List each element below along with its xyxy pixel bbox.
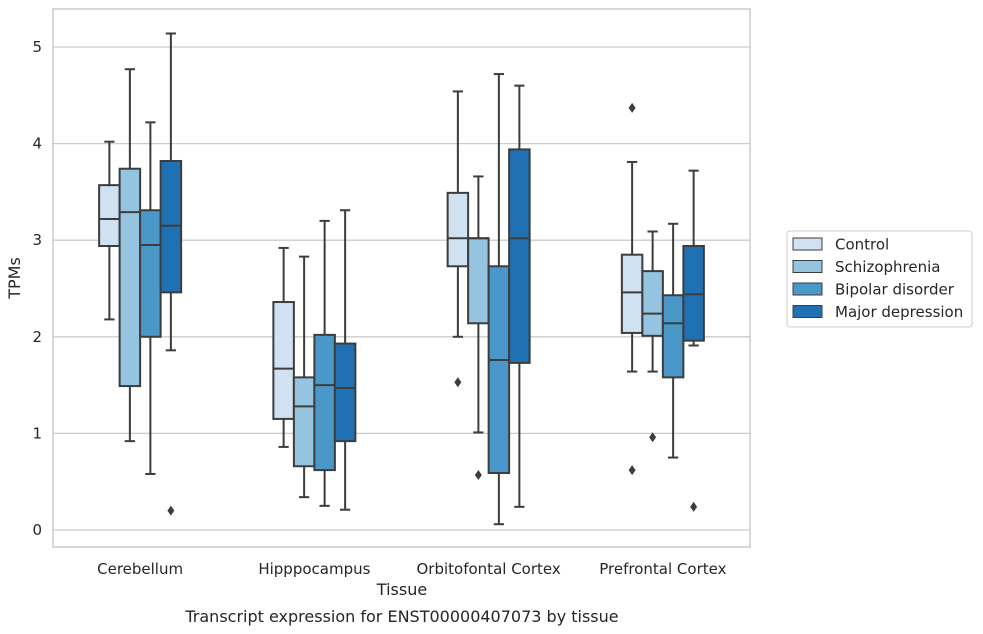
box-iqr: [446, 191, 470, 268]
legend-swatch: [792, 305, 823, 318]
box-schizophrenia: [641, 230, 664, 443]
chart-caption: Transcript expression for ENST0000040707…: [184, 607, 618, 626]
outlier-point: [474, 469, 482, 480]
plot-area-frame: [52, 8, 751, 548]
outlier-point: [454, 377, 462, 388]
x-tick-label: Hipppocampus: [258, 560, 370, 578]
legend-swatch: [792, 260, 823, 273]
outlier-point: [167, 505, 175, 516]
legend-item: Bipolar disorder: [792, 281, 955, 299]
y-tick-label: 2: [32, 328, 42, 346]
y-tick-label: 1: [32, 424, 42, 442]
box-iqr: [508, 148, 531, 364]
legend-swatch: [792, 237, 823, 251]
box-bipolar-disorder: [487, 73, 511, 526]
box-iqr: [272, 301, 295, 420]
box-iqr: [313, 333, 336, 472]
legend-swatch: [792, 282, 823, 296]
box-schizophrenia: [118, 68, 142, 443]
legend: Control Schizophrenia Bipolar disorder Majo…: [786, 230, 973, 328]
x-axis-ticks: Cerebellum Hipppocampus Orbitofontal Corte…: [97, 560, 726, 578]
legend-frame: [786, 230, 973, 328]
legend-label: Bipolar disorder: [835, 281, 955, 299]
legend-label: Major depression: [835, 303, 963, 321]
legend-label: Schizophrenia: [835, 258, 940, 276]
y-axis-ticks: 0 1 2 3 4 5: [32, 38, 42, 539]
box-iqr: [641, 270, 664, 337]
box-major-depression: [682, 169, 705, 512]
y-tick-label: 4: [32, 135, 42, 153]
outlier-point: [628, 102, 636, 113]
box-iqr: [118, 167, 142, 388]
box-major-depression: [333, 209, 357, 511]
y-axis-label: TPMs: [5, 257, 24, 300]
legend-item: Control: [792, 236, 889, 254]
outlier-point: [690, 501, 698, 512]
legend-label: Control: [835, 236, 889, 254]
box-iqr: [487, 265, 511, 475]
box-major-depression: [508, 84, 531, 508]
outlier-point: [649, 432, 657, 443]
x-tick-label: Orbitofontal Cortex: [417, 560, 561, 578]
y-tick-label: 5: [32, 38, 42, 56]
box-schizophrenia: [467, 175, 490, 480]
box-bipolar-disorder: [661, 222, 685, 459]
legend-item: Major depression: [792, 303, 963, 321]
box-iqr: [333, 342, 357, 443]
y-tick-label: 0: [32, 521, 42, 539]
box-control: [272, 246, 295, 448]
box-iqr: [620, 253, 644, 334]
box-control: [446, 90, 470, 388]
box-iqr: [467, 237, 490, 325]
box-iqr: [292, 376, 316, 468]
outlier-point: [628, 465, 636, 476]
y-tick-label: 3: [32, 231, 42, 249]
x-tick-label: Cerebellum: [97, 560, 183, 578]
box-iqr: [98, 184, 121, 247]
x-tick-label: Prefrontal Cortex: [599, 560, 726, 578]
box-control: [620, 102, 644, 476]
box-bipolar-disorder: [139, 121, 162, 475]
legend-item: Schizophrenia: [792, 258, 940, 276]
box-bipolar-disorder: [313, 219, 336, 507]
box-iqr: [139, 209, 162, 338]
box-series: [98, 32, 705, 526]
box-iqr: [661, 294, 685, 379]
box-control: [98, 140, 121, 321]
x-axis-label: Tissue: [376, 580, 427, 599]
box-major-depression: [159, 32, 183, 516]
